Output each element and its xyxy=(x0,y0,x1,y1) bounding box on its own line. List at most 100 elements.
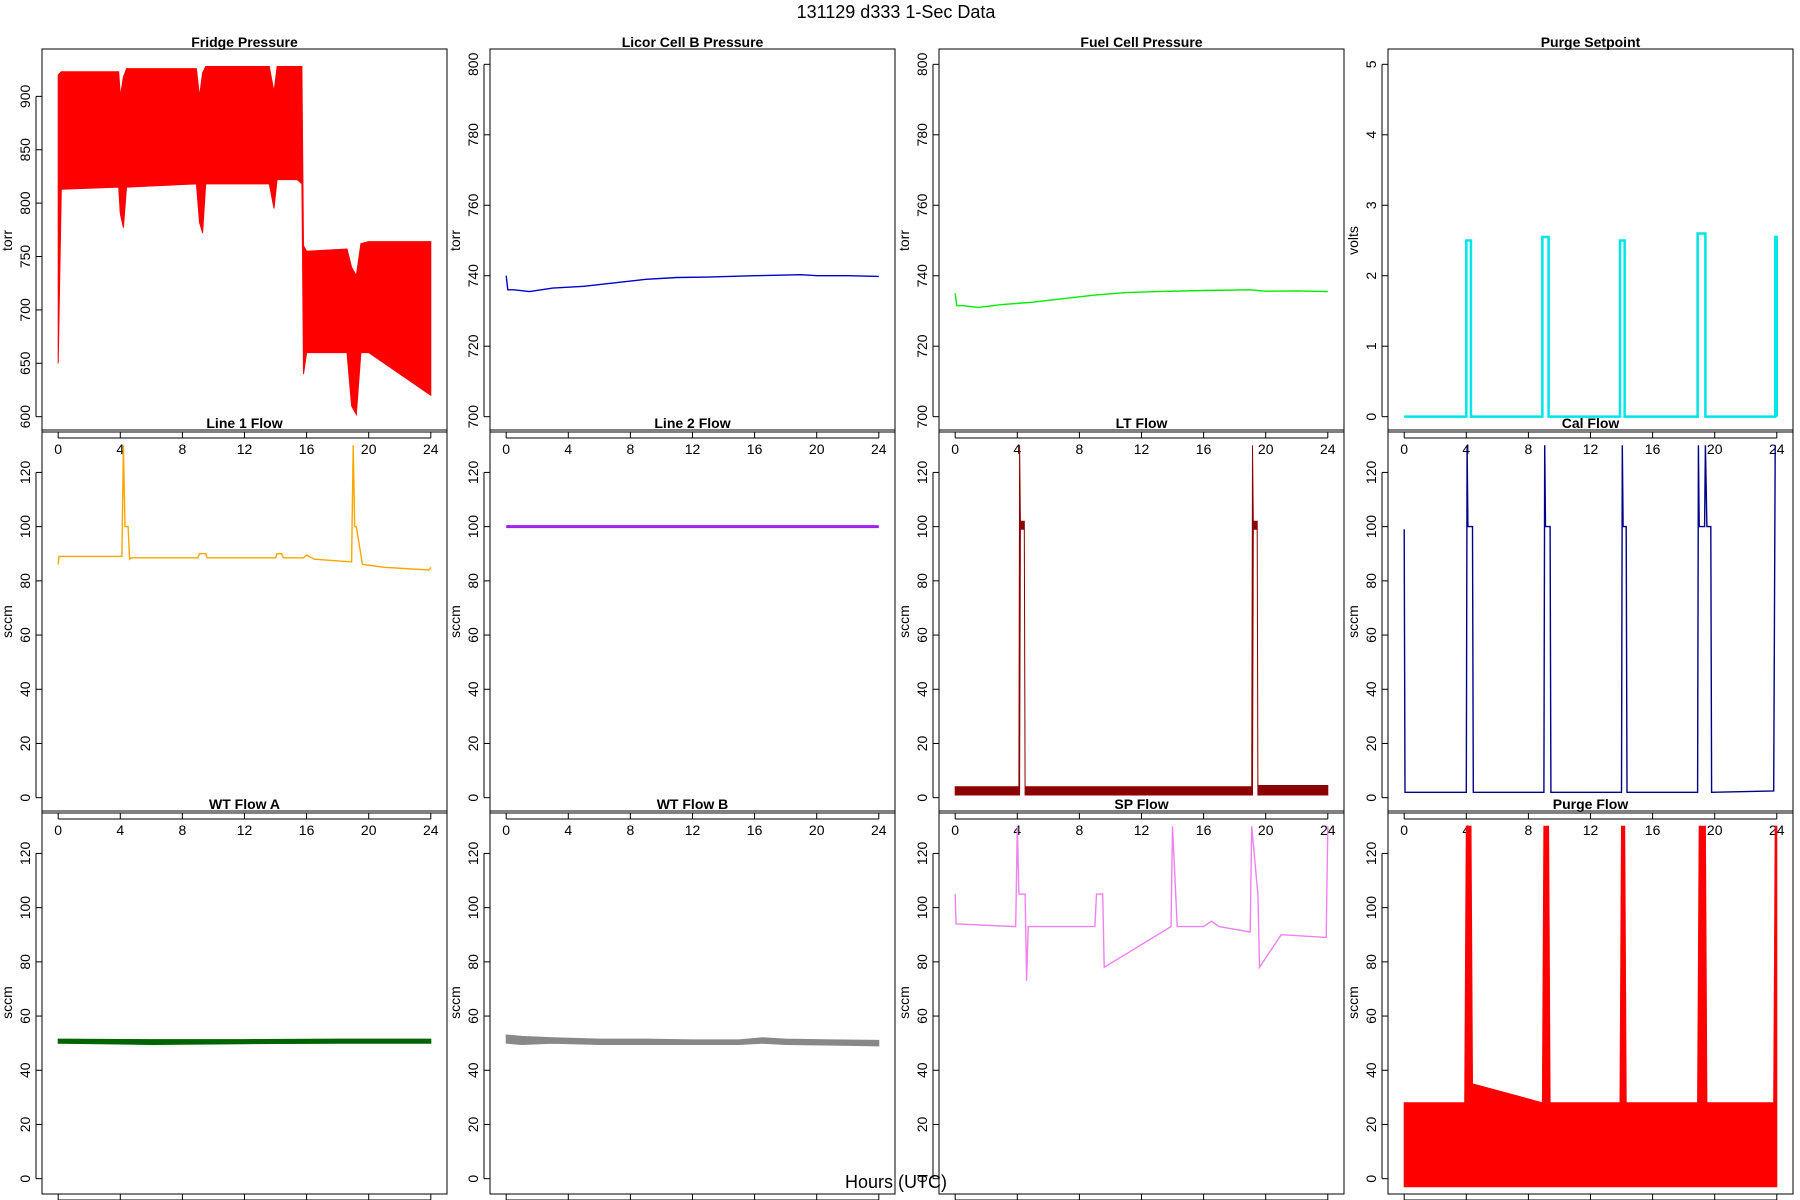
x-tick-label: 0 xyxy=(54,441,62,457)
plot-frame xyxy=(938,48,1345,433)
y-tick-label: 20 xyxy=(465,735,481,751)
y-tick-label: 20 xyxy=(914,1116,930,1132)
y-tick-label: 720 xyxy=(465,334,481,358)
x-tick-label: 20 xyxy=(1258,822,1274,838)
y-axis-label: torr xyxy=(447,230,463,251)
y-tick-label: 700 xyxy=(914,405,930,429)
series-line xyxy=(57,445,432,571)
y-tick-label: 80 xyxy=(914,954,930,970)
chart-title: Line 2 Flow xyxy=(654,415,730,431)
y-tick-label: 800 xyxy=(914,52,930,76)
y-tick-label: 0 xyxy=(1363,1175,1379,1183)
x-tick-label: 20 xyxy=(361,441,377,457)
x-tick-label: 20 xyxy=(361,822,377,838)
x-tick-label: 12 xyxy=(237,822,253,838)
y-tick-label: 20 xyxy=(17,1116,33,1132)
x-tick-label: 8 xyxy=(1525,822,1533,838)
y-tick-label: 20 xyxy=(1363,1116,1379,1132)
y-tick-label: 40 xyxy=(17,681,33,697)
y-tick-label: 40 xyxy=(1363,1062,1379,1078)
y-tick-label: 850 xyxy=(17,138,33,162)
chart-title: WT Flow B xyxy=(657,796,729,812)
y-axis-label: sccm xyxy=(447,986,463,1019)
y-tick-label: 60 xyxy=(1363,627,1379,643)
y-tick-label: 100 xyxy=(17,896,33,920)
y-axis-label: sccm xyxy=(0,605,15,638)
series-line xyxy=(1404,232,1779,418)
y-tick-label: 120 xyxy=(465,461,481,485)
y-tick-label: 60 xyxy=(465,627,481,643)
plot-frame xyxy=(41,48,448,433)
y-axis-label: sccm xyxy=(1345,605,1361,638)
y-tick-label: 20 xyxy=(465,1116,481,1132)
series-line xyxy=(954,826,1329,981)
y-tick-label: 20 xyxy=(1363,735,1379,751)
y-tick-label: 100 xyxy=(1363,896,1379,920)
x-tick-label: 8 xyxy=(1076,822,1084,838)
y-tick-label: 120 xyxy=(1363,461,1379,485)
chart-wt-flow-a: WT Flow A sccm 0 4 8 12 16 20 24 0 20 40 60 80 100 120 xyxy=(0,796,448,1200)
series-band xyxy=(57,66,432,417)
x-tick-label: 20 xyxy=(1707,822,1723,838)
x-tick-label: 12 xyxy=(1583,441,1599,457)
y-tick-label: 60 xyxy=(914,1008,930,1024)
x-tick-label: 8 xyxy=(627,822,635,838)
plot-frame xyxy=(489,48,896,433)
x-tick-label: 24 xyxy=(1320,441,1336,457)
y-tick-label: 900 xyxy=(17,84,33,108)
x-tick-label: 20 xyxy=(809,441,825,457)
y-tick-label: 120 xyxy=(17,461,33,485)
plot-frame xyxy=(489,429,896,814)
x-tick-label: 24 xyxy=(871,822,887,838)
chart-fridge-pressure: Fridge Pressure torr 0 4 8 12 16 20 24 600 650 700 7… xyxy=(0,34,448,457)
y-tick-label: 740 xyxy=(914,264,930,288)
series-band xyxy=(57,1038,432,1046)
y-tick-label: 0 xyxy=(17,794,33,802)
x-tick-label: 24 xyxy=(423,441,439,457)
x-tick-label: 0 xyxy=(1400,441,1408,457)
x-tick-label: 0 xyxy=(54,822,62,838)
y-tick-label: 20 xyxy=(17,735,33,751)
plot-frame xyxy=(1387,48,1794,433)
y-axis-label: volts xyxy=(1345,226,1361,255)
x-tick-label: 16 xyxy=(1196,441,1212,457)
y-tick-label: 760 xyxy=(914,193,930,217)
x-tick-label: 20 xyxy=(1258,441,1274,457)
y-tick-label: 120 xyxy=(465,842,481,866)
y-axis-label: sccm xyxy=(0,986,15,1019)
x-tick-label: 8 xyxy=(179,822,187,838)
y-tick-label: 80 xyxy=(1363,573,1379,589)
figure-x-axis-label: Hours (UTC) xyxy=(845,1172,947,1192)
y-tick-label: 80 xyxy=(17,573,33,589)
y-tick-label: 120 xyxy=(1363,842,1379,866)
x-tick-label: 12 xyxy=(237,441,253,457)
y-tick-label: 700 xyxy=(465,405,481,429)
y-tick-label: 20 xyxy=(914,735,930,751)
y-tick-label: 100 xyxy=(465,896,481,920)
series-line xyxy=(505,273,879,293)
x-tick-label: 4 xyxy=(564,822,572,838)
y-tick-label: 60 xyxy=(17,627,33,643)
y-tick-label: 780 xyxy=(465,123,481,147)
x-tick-label: 16 xyxy=(299,822,315,838)
x-tick-label: 4 xyxy=(116,822,124,838)
x-tick-label: 8 xyxy=(1525,441,1533,457)
x-tick-label: 16 xyxy=(1645,441,1661,457)
y-tick-label: 0 xyxy=(1363,413,1379,421)
plot-frame xyxy=(489,810,896,1195)
x-tick-label: 0 xyxy=(502,441,510,457)
x-tick-label: 0 xyxy=(951,822,959,838)
y-tick-label: 80 xyxy=(1363,954,1379,970)
y-tick-label: 80 xyxy=(465,573,481,589)
y-tick-label: 80 xyxy=(914,573,930,589)
x-tick-label: 16 xyxy=(747,441,763,457)
x-tick-label: 24 xyxy=(871,441,887,457)
x-tick-label: 4 xyxy=(1013,441,1021,457)
series-band xyxy=(954,445,1329,796)
x-tick-label: 4 xyxy=(564,441,572,457)
x-tick-label: 12 xyxy=(685,822,701,838)
